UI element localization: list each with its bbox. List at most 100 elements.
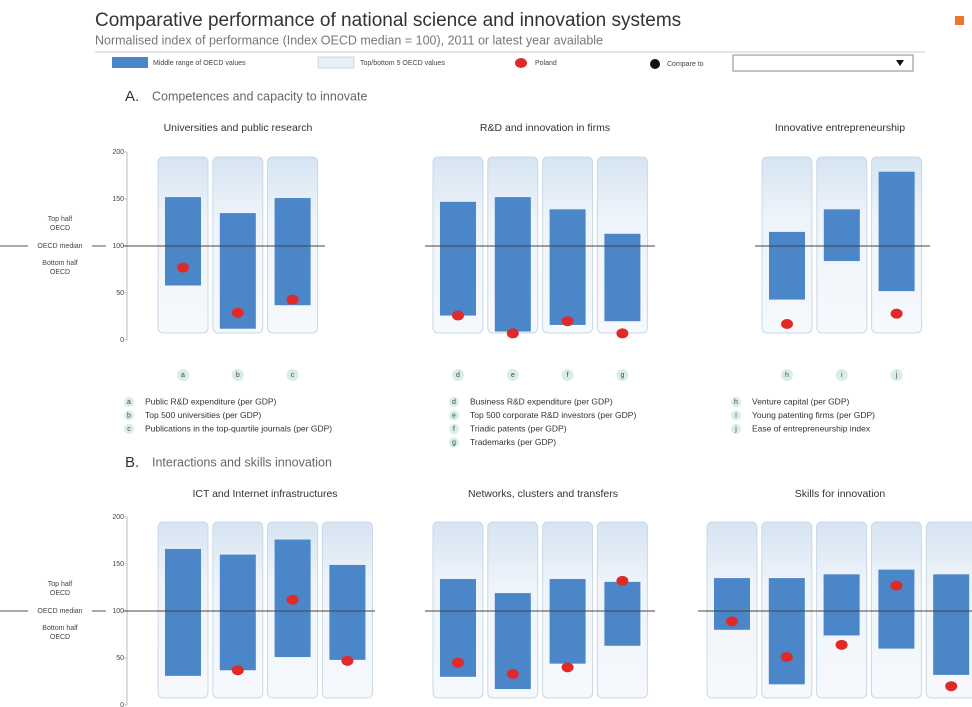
axis-note: Top half [48, 216, 73, 223]
note-key: h [734, 399, 738, 406]
axis-note: Bottom half [42, 260, 77, 267]
middle-range-bar [768, 578, 805, 685]
middle-range-bar [823, 574, 860, 636]
category-label: b [236, 372, 240, 379]
y-tick-label: 150 [112, 196, 124, 203]
legend-dot [515, 58, 527, 68]
category-label: d [456, 372, 460, 379]
note-label: Business R&D expenditure (per GDP) [470, 396, 613, 406]
middle-range-bar [549, 579, 586, 664]
poland-dot [890, 580, 903, 591]
poland-dot [561, 662, 574, 673]
note-bubble [449, 397, 459, 407]
y-tick-label: 50 [116, 655, 124, 662]
note-label: Top 500 universities (per GDP) [145, 410, 261, 420]
note-bubble [449, 410, 459, 421]
category-label: i [841, 372, 843, 379]
axis-note: OECD [50, 590, 70, 597]
poland-dot [835, 639, 848, 650]
compare-dot [650, 59, 660, 69]
export-icon[interactable] [955, 16, 964, 25]
poland-dot [231, 307, 244, 318]
panel-title: Universities and public research [164, 122, 313, 134]
poland-dot [616, 575, 629, 586]
category-bubble [616, 369, 629, 381]
panel-title: Innovative entrepreneurship [775, 122, 905, 134]
middle-range-bar [274, 198, 311, 306]
note-key: a [127, 399, 131, 406]
middle-range-bar [329, 564, 366, 660]
note-bubble [449, 424, 459, 434]
axis-note: OECD median [37, 608, 82, 615]
panel-title: Networks, clusters and transfers [468, 488, 618, 500]
poland-dot [286, 294, 299, 305]
poland-dot [780, 652, 793, 663]
section-title: Interactions and skills innovation [152, 455, 332, 469]
category-bubble [890, 369, 903, 381]
legend-label: Poland [535, 60, 557, 67]
note-key: d [452, 399, 456, 406]
note-label: Young patenting firms (per GDP) [752, 410, 875, 420]
note-bubble [731, 410, 741, 421]
middle-range-bar [165, 548, 201, 676]
note-key: f [453, 426, 455, 433]
category-bubble [231, 369, 244, 381]
poland-dot [945, 681, 958, 692]
poland-dot [341, 655, 354, 666]
compare-dropdown[interactable] [732, 54, 914, 72]
panel-title: Skills for innovation [795, 488, 886, 500]
note-label: Public R&D expenditure (per GDP) [145, 396, 277, 406]
note-key: g [452, 439, 456, 446]
note-bubble [449, 437, 459, 448]
note-label: Trademarks (per GDP) [470, 437, 556, 447]
y-tick-label: 200 [112, 149, 124, 156]
note-label: Ease of entrepreneurship index [752, 423, 871, 433]
axis-note: OECD [50, 269, 70, 276]
middle-range-bar [549, 209, 586, 325]
dropdown-arrow [896, 60, 904, 66]
category-label: a [181, 372, 185, 379]
poland-dot [890, 308, 903, 319]
axis-note: OECD [50, 634, 70, 641]
note-bubble [124, 397, 134, 407]
category-bubble [781, 369, 793, 381]
legend-label: Top/bottom 5 OECD values [360, 60, 445, 67]
y-tick-label: 0 [120, 337, 124, 344]
y-tick-label: 150 [112, 561, 124, 568]
y-tick-label: 50 [116, 290, 124, 297]
panel-title: R&D and innovation in firms [480, 122, 610, 134]
poland-dot [506, 668, 519, 679]
note-key: j [734, 426, 737, 433]
category-label: e [511, 372, 515, 379]
legend-label: Middle range of OECD values [153, 60, 246, 67]
axis-note: Bottom half [42, 625, 77, 632]
axis-note: OECD median [37, 243, 82, 250]
poland-dot [231, 665, 244, 676]
note-key: e [452, 412, 456, 419]
middle-range-bar [769, 231, 805, 300]
axis-note: OECD [50, 225, 70, 232]
note-key: i [735, 412, 737, 419]
legend-label: Compare to [667, 61, 704, 68]
category-bubble [177, 369, 189, 381]
poland-dot [286, 594, 299, 605]
category-bubble [835, 369, 848, 381]
section-title: Competences and capacity to innovate [152, 89, 367, 103]
note-label: Triadic patents (per GDP) [470, 423, 567, 433]
middle-range-bar [440, 201, 476, 316]
category-label: f [567, 372, 569, 379]
title: Comparative performance of national scie… [95, 10, 681, 31]
y-tick-label: 100 [112, 243, 124, 250]
panel-title: ICT and Internet infrastructures [192, 488, 337, 500]
category-label: c [291, 372, 295, 379]
note-label: Publications in the top-quartile journal… [145, 423, 332, 433]
note-label: Venture capital (per GDP) [752, 396, 849, 406]
poland-dot [452, 310, 464, 321]
poland-dot [452, 657, 464, 668]
middle-range-bar [823, 209, 860, 262]
category-bubble [286, 369, 299, 381]
note-key: b [127, 412, 131, 419]
legend-swatch [317, 56, 355, 69]
